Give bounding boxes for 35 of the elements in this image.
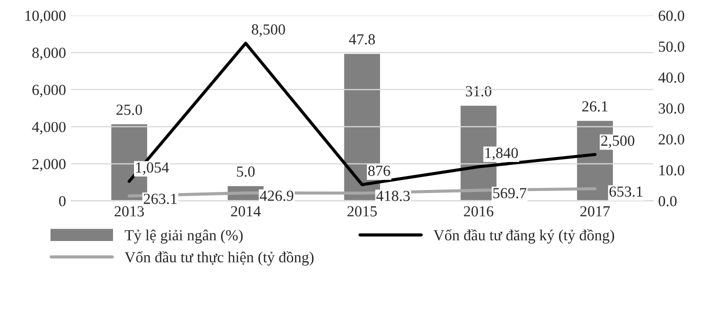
y2-tick-label: 50.0 [658,41,684,52]
y2-tick-label: 30.0 [658,103,684,114]
y-tick-label: 4,000 [32,122,66,134]
data-label: 418.3 [376,190,410,202]
data-label: 25.0 [116,104,142,116]
data-label: 263.1 [144,194,177,204]
data-label: 26.1 [582,101,608,112]
y2-tick-label: 20.0 [658,134,684,145]
data-label: 2,500 [601,136,634,148]
data-label: 569.7 [493,188,526,198]
y-tick-label: 0 [59,196,66,206]
data-label: 8,500 [252,24,286,37]
legend-label: Tỷ lệ giải ngân (%) [124,230,243,244]
legend-label: Vốn đầu tư đăng ký (tỷ đồng) [434,229,614,244]
data-label: 653.1 [610,186,642,197]
y-tick-label: 6,000 [32,84,66,98]
x-tick-label: 2014 [231,206,261,216]
data-label: 1,054 [136,162,169,175]
data-label: 876 [368,166,390,176]
x-tick-label: 2015 [347,206,377,216]
x-tick-label: 2017 [580,206,610,216]
x-tick-label: 2013 [114,206,144,216]
data-label: 1,840 [485,148,518,160]
legend-label: Vốn đầu tư thực hiện (tỷ đồng) [124,251,314,266]
y-tick-label: 2,000 [32,158,66,172]
y2-tick-label: 0.0 [658,196,677,206]
data-label: 5.0 [237,166,255,177]
y-tick-label: 8,000 [32,48,66,60]
y2-tick-label: 10.0 [659,165,684,176]
data-label: 47.8 [349,34,375,45]
y2-tick-label: 40.0 [658,72,684,83]
data-label: 426.9 [260,190,294,201]
y-tick-label: 10,000 [25,10,66,24]
y2-tick-label: 60.0 [658,10,684,21]
x-tick-label: 2016 [464,206,494,216]
